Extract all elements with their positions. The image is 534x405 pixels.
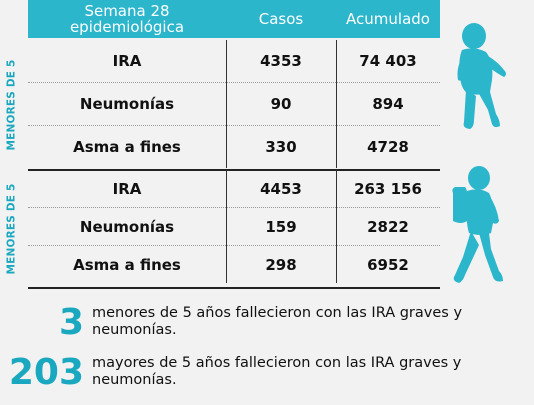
row-acumulado: 4728 xyxy=(367,138,409,156)
row-name: Neumonías xyxy=(79,95,175,113)
header-casos: Casos xyxy=(258,10,304,28)
row-acumulado: 263 156 xyxy=(354,179,422,198)
row-name: IRA xyxy=(112,52,142,70)
row-name: IRA xyxy=(112,179,142,198)
column-divider xyxy=(336,170,337,283)
table-row: IRA 4453 263 156 xyxy=(28,170,440,208)
schoolchild-silhouette-icon xyxy=(452,166,503,283)
group-label-2: MENORES DE 5 xyxy=(3,170,21,288)
column-divider xyxy=(226,170,227,283)
group-label-text: MENORES DE 5 xyxy=(6,183,18,275)
stat-over-5: 203 mayores de 5 años fallecieron con la… xyxy=(4,355,512,391)
column-divider xyxy=(336,40,337,168)
stat-number: 3 xyxy=(58,302,84,343)
row-casos: 330 xyxy=(265,138,297,156)
table-row: IRA 4353 74 403 xyxy=(28,40,440,83)
header-week: Semana 28 epidemiológica xyxy=(69,2,185,36)
stat-number: 203 xyxy=(8,352,84,393)
row-casos: 298 xyxy=(265,255,297,274)
table-group-1: IRA 4353 74 403 Neumonías 90 894 Asma a … xyxy=(28,40,440,168)
row-casos: 4453 xyxy=(260,179,302,198)
toddler-silhouette-icon xyxy=(457,23,506,129)
row-acumulado: 894 xyxy=(372,95,404,113)
table-row: Neumonías 90 894 xyxy=(28,83,440,126)
header-acumulado: Acumulado xyxy=(346,10,430,28)
group-separator xyxy=(28,169,440,171)
column-divider xyxy=(226,40,227,168)
row-acumulado: 2822 xyxy=(367,217,409,236)
stat-text: menores de 5 años fallecieron con las IR… xyxy=(92,305,463,338)
row-casos: 4353 xyxy=(260,52,302,70)
row-acumulado: 6952 xyxy=(367,255,409,274)
row-name: Asma a fines xyxy=(73,255,181,274)
group-label-1: MENORES DE 5 xyxy=(3,40,21,170)
row-acumulado: 74 403 xyxy=(359,52,417,70)
row-casos: 90 xyxy=(270,95,292,113)
table-row: Asma a fines 330 4728 xyxy=(28,126,440,168)
table-row: Asma a fines 298 6952 xyxy=(28,246,440,283)
row-name: Neumonías xyxy=(79,217,175,236)
stat-text: mayores de 5 años fallecieron con las IR… xyxy=(92,355,462,388)
stat-under-5: 3 menores de 5 años fallecieron con las … xyxy=(54,305,512,341)
group-label-text: MENORES DE 5 xyxy=(6,59,18,151)
table-header: Semana 28 epidemiológica Casos Acumulado xyxy=(28,0,440,38)
row-name: Asma a fines xyxy=(73,138,181,156)
table-bottom-rule xyxy=(28,287,440,289)
row-casos: 159 xyxy=(265,217,297,236)
table-row: Neumonías 159 2822 xyxy=(28,208,440,246)
table-group-2: IRA 4453 263 156 Neumonías 159 2822 Asma… xyxy=(28,170,440,283)
